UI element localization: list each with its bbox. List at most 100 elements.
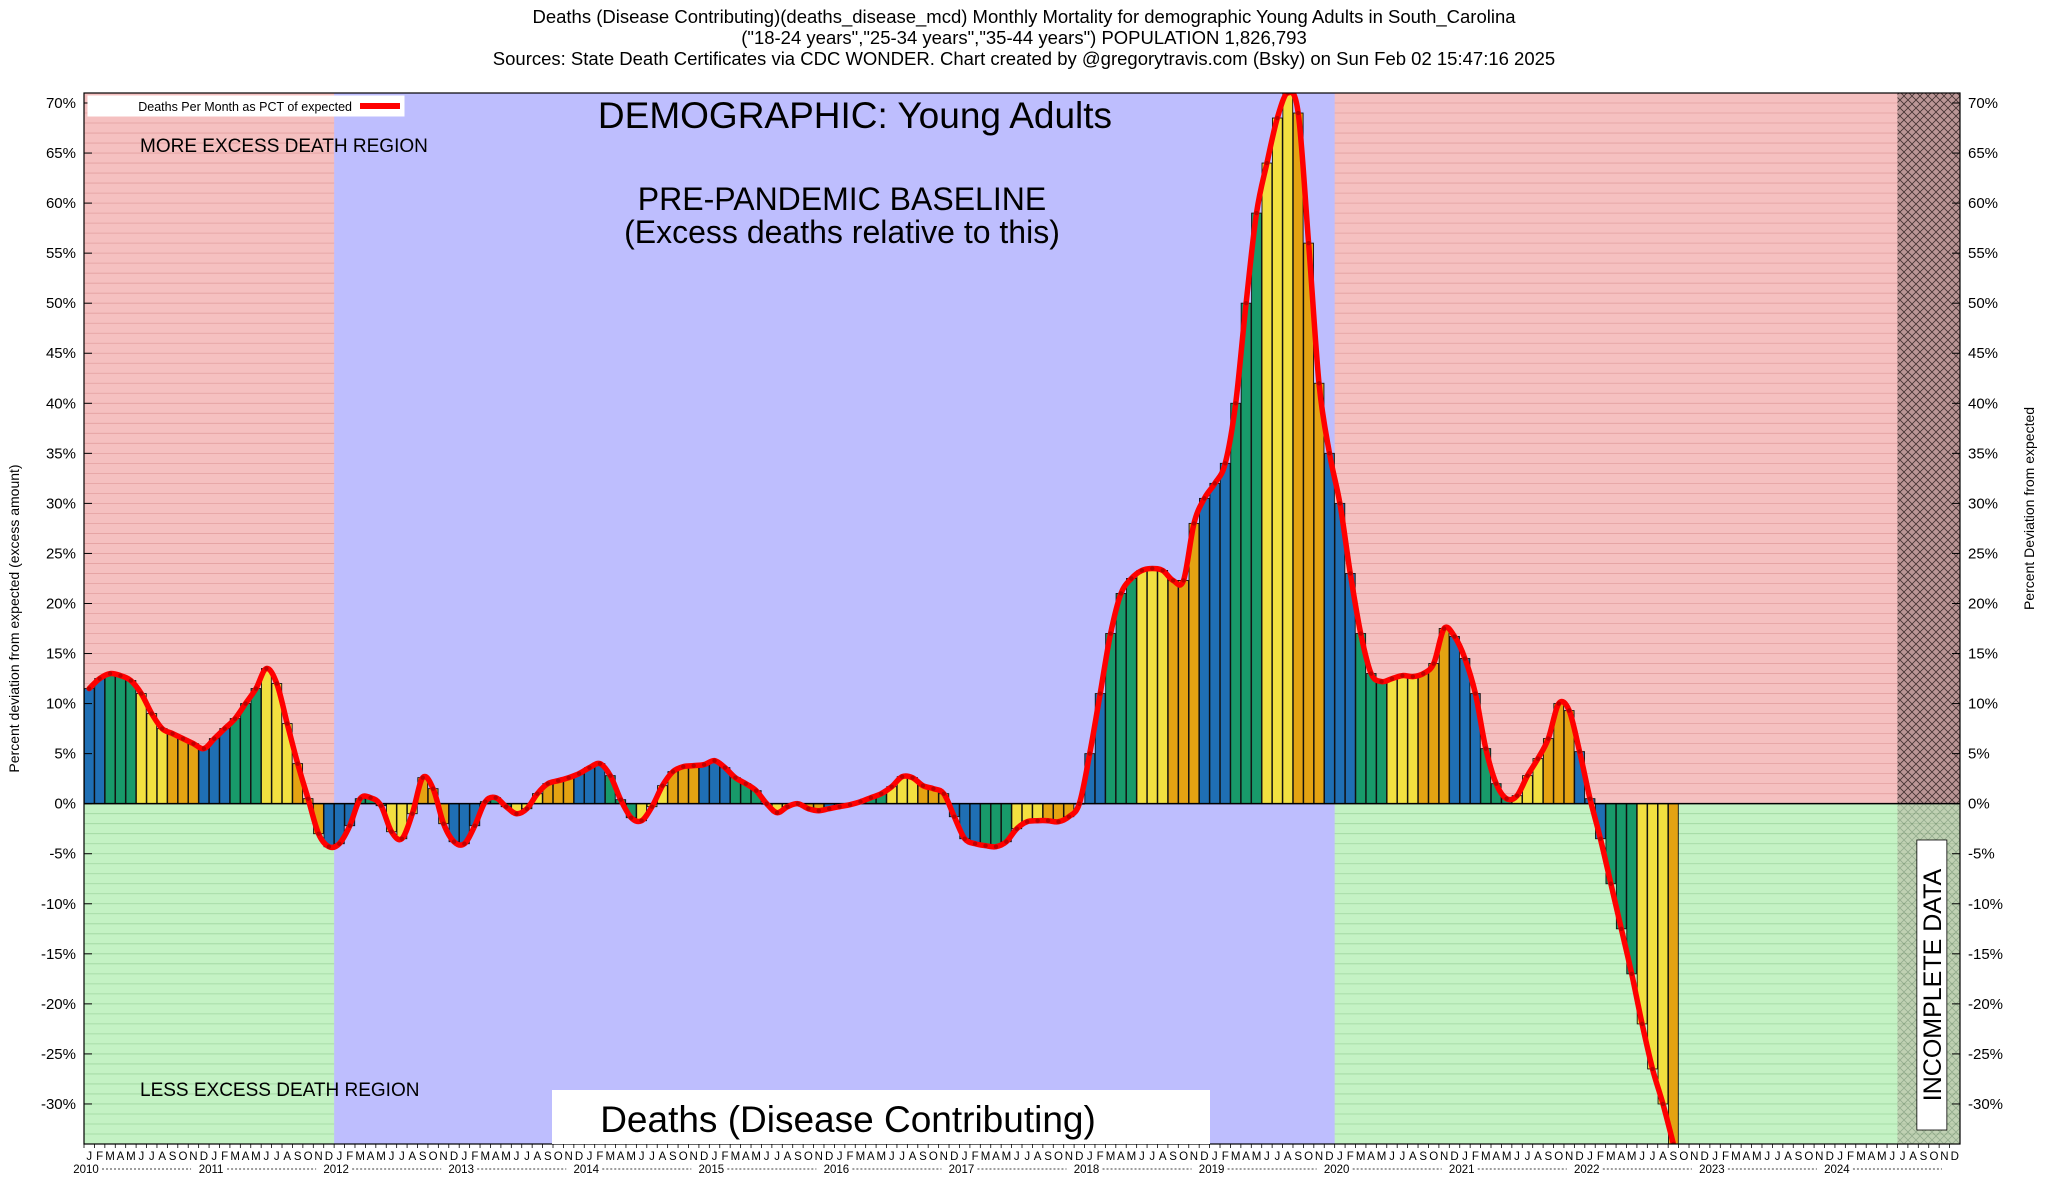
curve-point — [1306, 240, 1311, 246]
curve-point — [462, 841, 467, 846]
curve-point — [295, 761, 300, 766]
x-month-label: D — [1450, 1151, 1458, 1163]
curve-point — [816, 808, 821, 813]
curve-point — [1358, 631, 1363, 636]
curve-point — [1535, 756, 1541, 761]
curve-point — [587, 765, 592, 770]
curve-point — [795, 801, 801, 806]
y-axis-label-left: Percent deviation from expected (excess … — [6, 464, 22, 772]
y-tick-label-left: 15% — [46, 646, 76, 663]
y-tick-label-right: 10% — [1968, 696, 1998, 713]
curve-point — [1546, 736, 1551, 741]
x-month-label: J — [1087, 1151, 1093, 1163]
x-month-label: M — [751, 1151, 761, 1163]
curve-point — [253, 686, 259, 691]
x-month-label: M — [1002, 1151, 1012, 1163]
x-month-label: A — [1784, 1151, 1792, 1163]
x-month-label: J — [211, 1151, 217, 1163]
x-year-label: 2016 — [824, 1164, 850, 1176]
x-month-label: J — [149, 1151, 155, 1163]
curve-point — [180, 736, 186, 741]
x-month-label: S — [794, 1151, 802, 1163]
curve-point — [1014, 826, 1019, 831]
x-month-label: A — [659, 1151, 667, 1163]
curve-point — [1025, 819, 1030, 824]
x-year-label: 2022 — [1574, 1164, 1600, 1176]
curve-point — [139, 691, 144, 696]
curve-point — [378, 803, 384, 808]
curve-point — [701, 762, 707, 767]
curve-point — [1514, 793, 1520, 798]
curve-point — [993, 844, 999, 849]
curve-point — [1223, 461, 1228, 466]
curve-point — [1473, 691, 1478, 696]
curve-point — [1118, 591, 1124, 596]
x-month-label: D — [200, 1151, 208, 1163]
x-month-label: N — [1565, 1151, 1573, 1163]
x-month-label: F — [847, 1151, 854, 1163]
x-month-label: N — [564, 1151, 572, 1163]
x-month-label: M — [1627, 1151, 1637, 1163]
curve-point — [1295, 110, 1301, 116]
x-month-label: M — [355, 1151, 365, 1163]
x-month-label: N — [189, 1151, 197, 1163]
x-month-label: A — [1868, 1151, 1876, 1163]
y-tick-label-right: -10% — [1968, 896, 2003, 913]
x-month-label: F — [1722, 1151, 1729, 1163]
x-month-label: M — [877, 1151, 887, 1163]
curve-point — [1348, 571, 1353, 576]
x-month-label: A — [1534, 1151, 1542, 1163]
bar-month — [240, 703, 251, 805]
x-month-label: M — [981, 1151, 991, 1163]
curve-point — [1660, 1101, 1666, 1107]
curve-point — [87, 686, 92, 691]
curve-point — [1004, 839, 1009, 844]
x-month-label: S — [919, 1151, 927, 1163]
curve-point — [628, 815, 634, 820]
curve-point — [212, 736, 217, 741]
x-month-label: J — [1639, 1151, 1645, 1163]
x-month-label: M — [376, 1151, 386, 1163]
curve-point — [972, 841, 978, 846]
bar-month — [990, 803, 1002, 848]
curve-point — [1160, 568, 1165, 573]
curve-point — [368, 795, 373, 800]
curve-point — [347, 823, 352, 828]
x-month-label: A — [1159, 1151, 1167, 1163]
curve-point — [1431, 661, 1436, 666]
x-month-label: J — [1389, 1151, 1395, 1163]
y-tick-label-right: 5% — [1968, 746, 1990, 763]
y-tick-label-right: -20% — [1968, 996, 2003, 1013]
curve-point — [545, 781, 550, 786]
bar-month — [688, 765, 700, 805]
curve-point — [1556, 701, 1561, 706]
bar-month — [1407, 676, 1419, 805]
bar-month — [1334, 502, 1346, 805]
bar-month — [1178, 580, 1189, 805]
x-month-label: M — [1127, 1151, 1137, 1163]
x-month-label: O — [179, 1151, 188, 1163]
x-month-label: O — [1304, 1151, 1313, 1163]
curve-point — [1577, 749, 1582, 754]
x-month-label: N — [1315, 1151, 1323, 1163]
curve-point — [410, 811, 415, 816]
x-month-label: A — [1242, 1151, 1250, 1163]
x-month-label: O — [1179, 1151, 1188, 1163]
x-month-label: M — [1856, 1151, 1866, 1163]
legend-box — [87, 95, 405, 117]
bar-month — [1230, 402, 1242, 805]
x-month-label: D — [1951, 1151, 1959, 1163]
x-month-label: D — [950, 1151, 958, 1163]
curve-point — [1525, 773, 1530, 778]
x-month-label: J — [837, 1151, 843, 1163]
curve-point — [1243, 301, 1249, 306]
curve-point — [1254, 210, 1259, 216]
curve-point — [743, 781, 749, 786]
x-year-label: 2010 — [73, 1164, 99, 1176]
curve-point — [920, 783, 926, 788]
x-month-label: J — [1525, 1151, 1531, 1163]
x-month-label: A — [1284, 1151, 1292, 1163]
y-tick-label-left: 35% — [46, 445, 76, 462]
x-month-label: D — [325, 1151, 333, 1163]
curve-point — [305, 796, 311, 801]
